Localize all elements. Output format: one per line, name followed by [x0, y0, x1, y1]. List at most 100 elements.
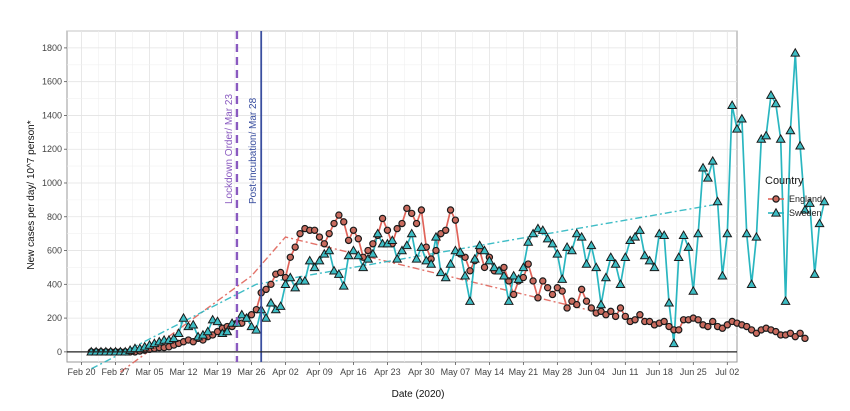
- sweden-point: [265, 297, 276, 307]
- sweden-point: [435, 267, 446, 277]
- england-point: [631, 316, 639, 324]
- annotation-label-post-incubation: Post-Incubation/ Mar 28: [248, 97, 259, 204]
- sweden-point: [494, 265, 505, 275]
- sweden-point: [484, 255, 495, 265]
- england-point: [349, 226, 358, 234]
- sweden-point: [576, 231, 587, 241]
- sweden-point: [411, 253, 422, 263]
- sweden-point: [275, 301, 286, 310]
- y-tick-label: 200: [47, 313, 62, 323]
- x-tick-label: Jun 04: [578, 367, 605, 377]
- sweden-point: [736, 113, 747, 123]
- y-tick-label: 1000: [42, 178, 62, 188]
- sweden-point: [566, 245, 577, 255]
- y-tick-label: 400: [47, 279, 62, 289]
- sweden-point: [299, 275, 310, 285]
- sweden-point: [202, 326, 213, 336]
- sweden-point: [324, 245, 335, 255]
- sweden-point: [785, 125, 796, 135]
- sweden-point: [644, 255, 655, 265]
- sweden-point: [212, 316, 223, 326]
- england-point: [786, 329, 795, 337]
- england-point: [500, 263, 508, 272]
- england-point: [582, 297, 591, 305]
- england-point: [752, 329, 761, 337]
- england-point: [330, 219, 338, 228]
- sweden-point: [241, 312, 252, 322]
- x-tick-label: Apr 23: [374, 367, 401, 377]
- x-tick-label: May 14: [475, 367, 505, 377]
- x-tick-label: Jun 25: [680, 367, 707, 377]
- sweden-point: [620, 252, 631, 261]
- sweden-point: [460, 270, 471, 280]
- sweden-point: [260, 312, 272, 322]
- sweden-point: [455, 247, 466, 256]
- plot-panel: [66, 30, 738, 363]
- england-point: [315, 233, 324, 241]
- sweden-point: [304, 255, 315, 265]
- england-point: [480, 263, 489, 272]
- england-point: [772, 327, 780, 336]
- sweden-point: [222, 326, 233, 336]
- england-point: [694, 316, 702, 324]
- sweden-point: [731, 123, 743, 133]
- sweden-point: [513, 274, 524, 283]
- england-point: [524, 260, 532, 268]
- england-point: [393, 224, 401, 233]
- y-axis-title: New cases per day/ 10^7 person*: [26, 120, 37, 269]
- england-point: [369, 240, 377, 248]
- sweden-point: [605, 252, 616, 261]
- y-tick-label: 1600: [42, 77, 62, 87]
- plot-panel-border: [66, 30, 738, 363]
- legend: Country England Sweden: [765, 175, 822, 218]
- sweden-point: [707, 155, 718, 165]
- england-point: [412, 219, 421, 228]
- england-point: [451, 216, 460, 224]
- england-point: [553, 283, 562, 292]
- england-point: [558, 287, 566, 295]
- england-point: [267, 280, 275, 289]
- sweden-point: [693, 228, 704, 238]
- x-axis-title: Date (2020): [392, 389, 445, 400]
- sweden-point: [663, 297, 675, 307]
- england-point: [543, 283, 552, 292]
- england-point: [378, 214, 387, 223]
- legend-label-england: England: [789, 194, 822, 204]
- sweden-point: [173, 328, 184, 337]
- sweden-point: [552, 248, 563, 258]
- england-point: [432, 246, 440, 255]
- sweden-point: [401, 240, 412, 250]
- sweden-point: [328, 265, 340, 275]
- sweden-point: [430, 231, 442, 241]
- sweden-point: [765, 89, 777, 99]
- sweden-point: [809, 268, 820, 278]
- sweden-point: [712, 196, 723, 206]
- x-tick-label: Feb 20: [68, 367, 96, 377]
- sweden-point: [649, 262, 660, 272]
- sweden-point: [387, 235, 398, 245]
- sweden-point: [610, 258, 621, 268]
- y-tick-label: 1400: [42, 110, 62, 120]
- england-point: [796, 329, 804, 337]
- x-tick-label: Jun 11: [612, 367, 638, 377]
- england-point: [340, 218, 348, 226]
- sweden-point: [770, 98, 781, 108]
- x-tick-label: Mar 12: [170, 367, 198, 377]
- x-tick-label: May 21: [509, 367, 539, 377]
- y-tick-label: 800: [47, 212, 62, 222]
- england-point: [441, 226, 450, 234]
- sweden-point: [362, 253, 374, 263]
- england-point: [437, 229, 445, 238]
- legend-label-sweden: Sweden: [789, 208, 822, 218]
- x-tick-label: May 28: [543, 367, 573, 377]
- sweden-point: [236, 309, 247, 319]
- sweden-point: [353, 250, 364, 260]
- sweden-point: [464, 295, 476, 305]
- sweden-point: [668, 338, 679, 348]
- england-point: [509, 290, 518, 299]
- sweden-point: [498, 270, 510, 280]
- england-point: [286, 253, 295, 261]
- legend-marker-sweden: [770, 207, 782, 217]
- sweden-point: [790, 47, 801, 57]
- sweden-point: [804, 198, 815, 207]
